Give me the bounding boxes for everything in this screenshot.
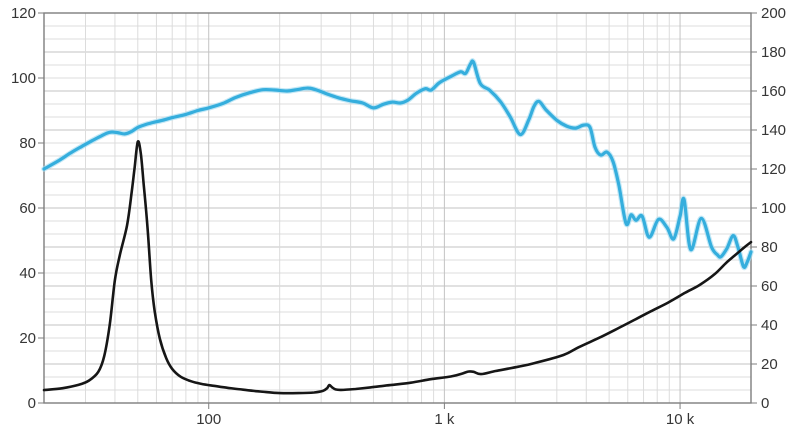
x-axis-label: 1 k [434,411,455,428]
right-axis-label: 60 [761,278,778,295]
right-axis-label: 40 [761,317,778,334]
left-axis-label: 20 [19,330,36,347]
right-axis-label: 20 [761,356,778,373]
blue-response-curve [42,59,753,269]
right-axis-label: 200 [761,5,786,22]
left-axis-label: 40 [19,265,36,282]
right-axis-label: 180 [761,44,786,61]
left-axis-label: 100 [11,70,36,87]
x-axis-label: 10 k [666,411,695,428]
right-axis-label: 0 [761,395,769,412]
right-axis-label: 120 [761,161,786,178]
right-axis-label: 140 [761,122,786,139]
black-impedance-curve [42,139,753,395]
left-axis-label: 80 [19,135,36,152]
right-axis-label: 100 [761,200,786,217]
right-axis-label: 160 [761,83,786,100]
left-axis-label: 120 [11,5,36,22]
left-axis-label: 0 [28,395,36,412]
left-axis-label: 60 [19,200,36,217]
blue-curve-halo [41,58,754,271]
x-axis-label: 100 [196,411,221,428]
right-axis-label: 80 [761,239,778,256]
